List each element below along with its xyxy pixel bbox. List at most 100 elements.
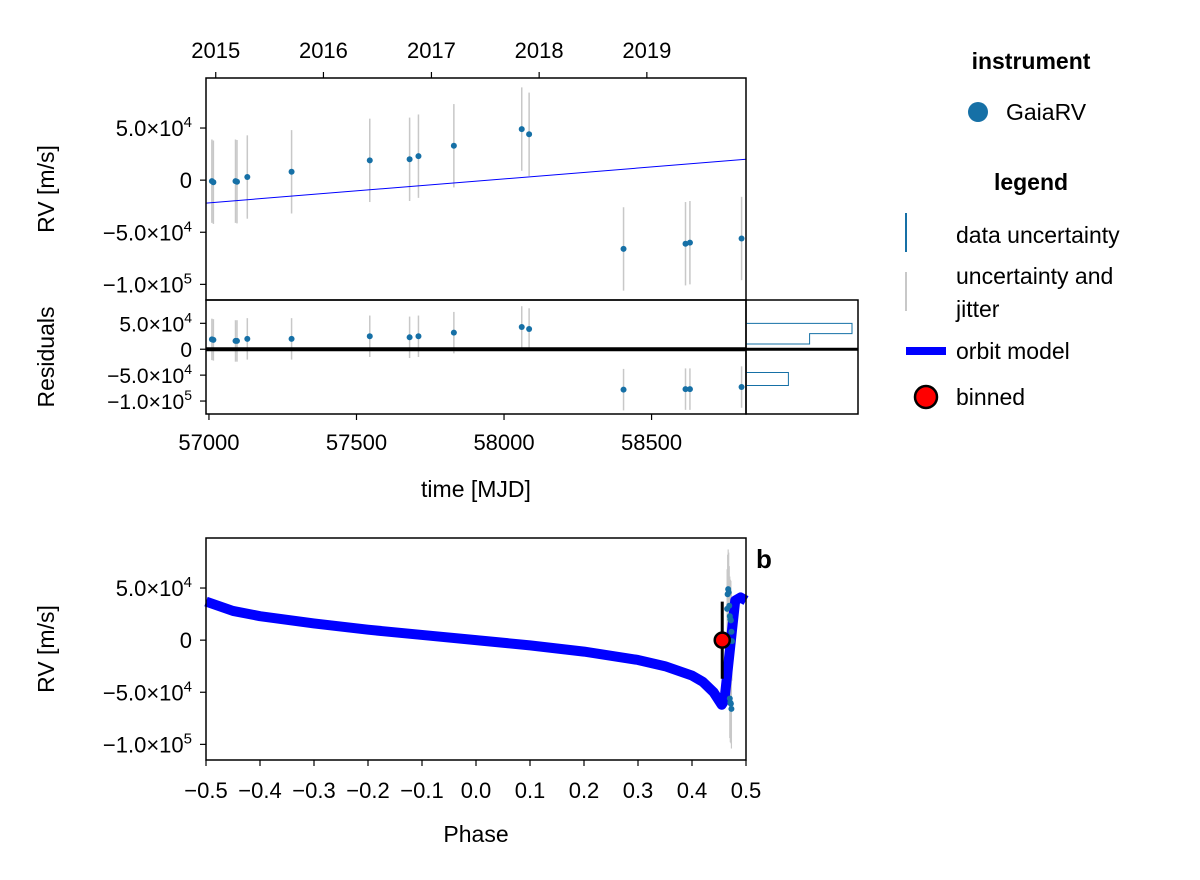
residual-point (244, 335, 251, 342)
x-tick-label: −0.2 (346, 778, 389, 803)
residuals-panel: 5.0×104 0−5.0×104−1.0×105 57000 57500 58000… (33, 299, 859, 502)
rv-data-point (450, 142, 457, 149)
rv-data-point (406, 156, 413, 163)
legend-title: legend (994, 169, 1068, 195)
phase-data-point (727, 700, 734, 707)
y-tick-label: 0 (180, 168, 192, 193)
x-tick-label: 58500 (621, 430, 682, 455)
x-tick-label: 0.4 (677, 778, 708, 803)
x-tick-label: 0.0 (461, 778, 492, 803)
residuals-y-ticks: 5.0×104 0−5.0×104−1.0×105 (107, 309, 206, 414)
rv-time-ylabel: RV [m/s] (33, 145, 59, 233)
phase-orbit-model (204, 592, 749, 710)
year-tick-label: 2015 (191, 38, 240, 63)
residual-point (526, 326, 533, 333)
x-tick-label: −0.4 (238, 778, 281, 803)
legend-uncertainty-jitter-2: jitter (955, 296, 1000, 322)
rv-time-y-ticks: 5.0×104 0 −5.0×104 −1.0×105 (103, 114, 206, 297)
x-tick-label: 57000 (178, 430, 239, 455)
y-tick-label: 0 (180, 339, 192, 362)
rv-data-point (210, 179, 217, 186)
rv-data-point (518, 126, 525, 133)
x-tick-label: −0.5 (184, 778, 227, 803)
residual-histogram-stairs (745, 300, 853, 414)
phase-x-ticks: −0.5 −0.4 −0.3 −0.2 −0.1 0.0 0.1 0.2 0.3 0.4 0.5 (184, 760, 761, 803)
x-tick-label: −0.1 (400, 778, 443, 803)
residual-point (406, 334, 413, 341)
phase-ylabel: RV [m/s] (33, 605, 59, 693)
rv-data-point (686, 239, 693, 246)
rv-data-point (415, 153, 422, 160)
binned-marker-icon (913, 384, 939, 410)
residual-point (210, 336, 217, 343)
year-tick-label: 2017 (407, 38, 456, 63)
rv-data-point (620, 245, 627, 252)
x-tick-label: 0.5 (731, 778, 762, 803)
gaiarv-marker-icon (968, 102, 988, 122)
legend-gaiarv-label: GaiaRV (1006, 99, 1087, 125)
panel-letter-b: b (756, 544, 772, 574)
instrument-legend-title: instrument (972, 48, 1091, 74)
rv-data-point (233, 178, 240, 185)
residual-point (518, 323, 525, 330)
x-tick-label: 0.1 (515, 778, 546, 803)
rv-time-marks (205, 87, 747, 291)
rv-data-point (244, 174, 251, 181)
year-tick-label: 2018 (515, 38, 564, 63)
phase-data-point (728, 705, 735, 712)
residual-point (620, 386, 627, 393)
rv-data-point (288, 168, 295, 175)
phase-data-point (726, 602, 733, 609)
residual-point (682, 386, 689, 393)
residuals-marks (206, 306, 746, 411)
residual-point (686, 386, 693, 393)
year-tick-label: 2019 (622, 38, 671, 63)
y-tick-label: 5.0×104 (116, 574, 192, 601)
time-xlabel: time [MJD] (421, 476, 531, 502)
phase-xlabel: Phase (443, 821, 508, 847)
y-tick-label: 5.0×104 (116, 114, 192, 141)
histogram-frame (745, 299, 859, 415)
year-tick-label: 2016 (299, 38, 348, 63)
rv-time-frame (205, 77, 747, 301)
y-tick-label: −5.0×104 (103, 218, 192, 245)
phase-data-point (725, 589, 732, 596)
residuals-frame (205, 299, 747, 415)
time-x-ticks: 57000 57500 58000 58500 (178, 414, 682, 455)
x-tick-label: 0.3 (623, 778, 654, 803)
rv-model-line (205, 158, 747, 204)
y-tick-label: 0 (180, 628, 192, 653)
residual-point (233, 337, 240, 344)
phase-data-point (727, 617, 734, 624)
phase-marks (204, 549, 749, 749)
residuals-ylabel: Residuals (33, 307, 59, 408)
phase-frame (205, 537, 747, 761)
binned-point (713, 631, 731, 649)
residual-point (415, 333, 422, 340)
residual-point (738, 384, 745, 391)
rv-time-year-ticks: 2015 2016 2017 2018 2019 (191, 38, 671, 78)
phase-y-ticks: 5.0×104 0 −5.0×104 −1.0×105 (103, 574, 206, 757)
residual-point (288, 335, 295, 342)
y-tick-label: −1.0×105 (103, 270, 192, 297)
legend-orbit-model: orbit model (956, 338, 1070, 364)
x-tick-label: 57500 (326, 430, 387, 455)
legend-binned: binned (956, 384, 1025, 410)
x-tick-label: −0.3 (292, 778, 335, 803)
x-tick-label: 0.2 (569, 778, 600, 803)
y-tick-label: −1.0×105 (107, 387, 192, 414)
y-tick-label: −5.0×104 (103, 678, 192, 705)
legend: instrument GaiaRV legend data uncertaint… (905, 48, 1120, 410)
legend-uncertainty-jitter-1: uncertainty and (956, 263, 1113, 289)
rv-data-point (526, 131, 533, 138)
legend-data-uncertainty: data uncertainty (956, 222, 1120, 248)
x-tick-label: 58000 (473, 430, 534, 455)
y-tick-label: 5.0×104 (119, 309, 192, 336)
residuals-histogram (745, 300, 858, 414)
phase-data-point (728, 628, 735, 635)
rv-data-point (738, 235, 745, 242)
rv-data-point (366, 157, 373, 164)
